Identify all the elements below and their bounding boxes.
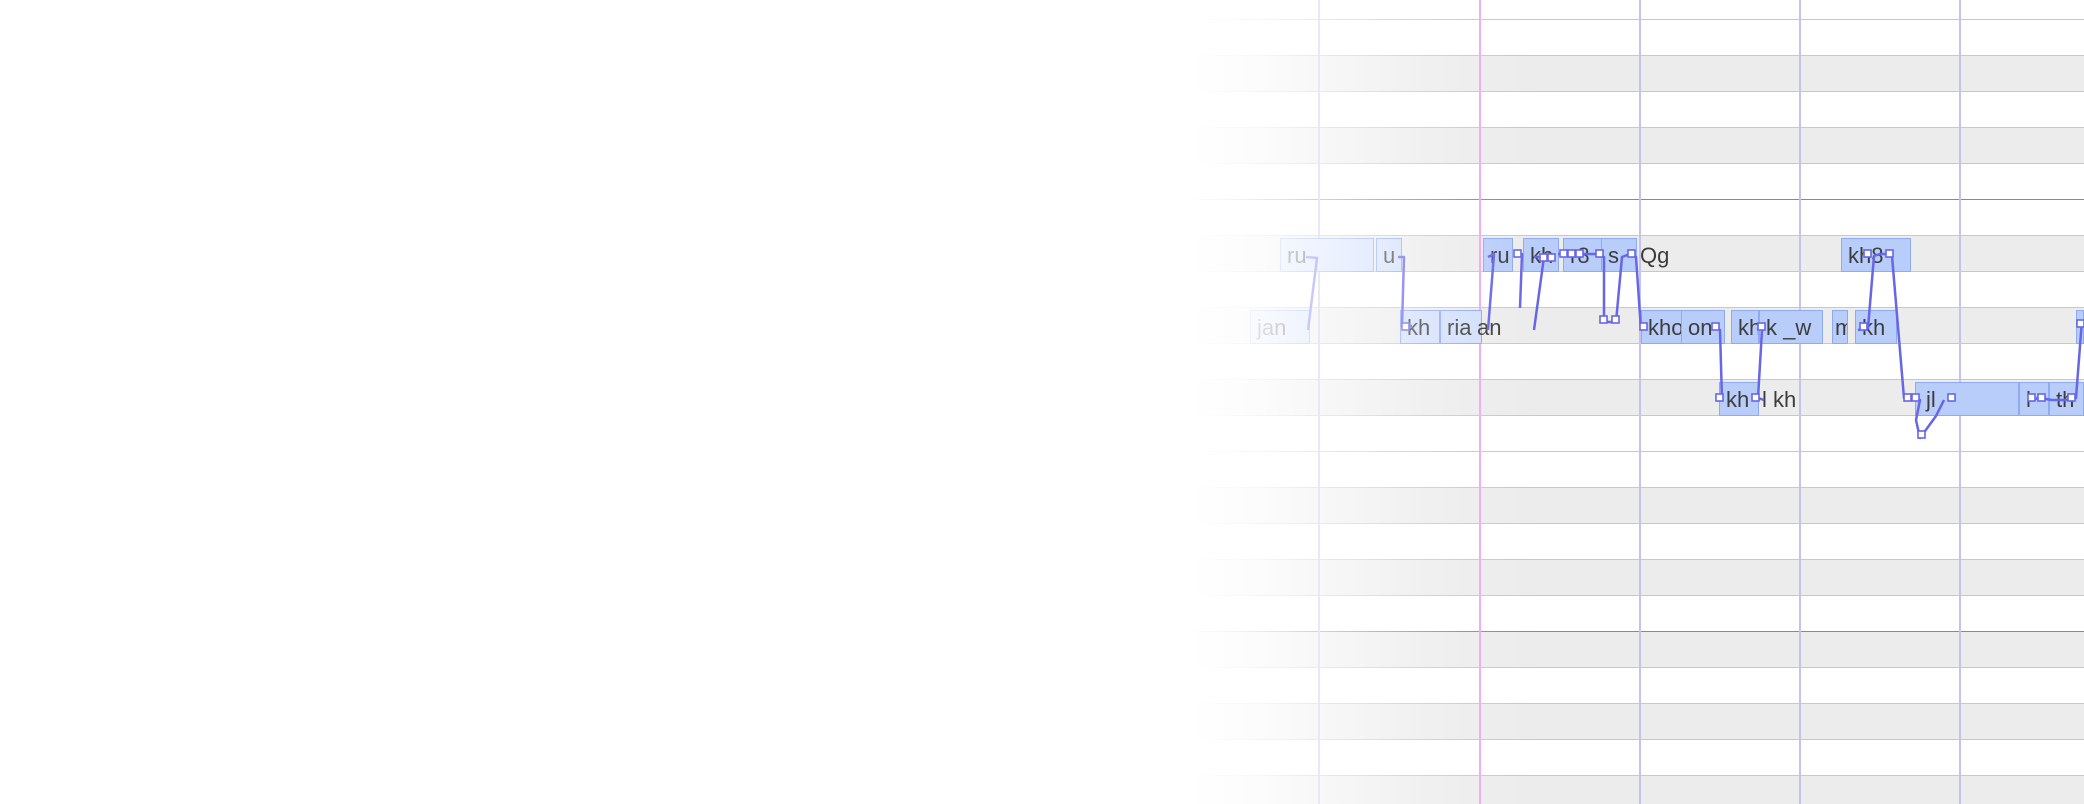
pitch-row (0, 416, 2084, 452)
pitch-row (0, 704, 2084, 740)
beat-line (1318, 0, 1320, 804)
note[interactable]: m (1832, 310, 1848, 344)
note-lyric: ru (1287, 243, 1307, 268)
playhead-line[interactable] (1479, 0, 1481, 804)
pitch-row (0, 596, 2084, 632)
pitch-row (0, 632, 2084, 668)
note[interactable]: an (1470, 310, 1510, 344)
pitch-row (0, 164, 2084, 200)
note[interactable]: th (2049, 382, 2084, 416)
note-lyric: th (2056, 387, 2075, 412)
note[interactable]: kh (1731, 310, 1759, 344)
note[interactable] (2076, 310, 2084, 344)
note[interactable]: kh (1719, 382, 1759, 416)
note-lyric: an (1477, 315, 1502, 340)
note[interactable]: s (1601, 238, 1637, 272)
note[interactable]: k _w (1759, 310, 1823, 344)
note[interactable]: on (1681, 310, 1725, 344)
note-lyric: r8 (1570, 243, 1590, 268)
note[interactable]: kho (1641, 310, 1685, 344)
note-lyric: m (1835, 315, 1847, 340)
beat-line (1639, 0, 1641, 804)
note-lyric: Qg (1640, 243, 1670, 268)
pitch-row (0, 488, 2084, 524)
pitch-row (0, 236, 2084, 272)
note[interactable]: kh8 (1841, 238, 1911, 272)
note[interactable]: jan (1250, 310, 1310, 344)
note-lyric: kho (1648, 315, 1684, 340)
note[interactable]: r8 (1563, 238, 1605, 272)
note-lyric: ru (1490, 243, 1510, 268)
note-lyric: ria (1447, 315, 1472, 340)
note-lyric: l (2026, 387, 2031, 412)
pitch-row (0, 92, 2084, 128)
pitch-row (0, 776, 2084, 804)
note[interactable]: kh (1855, 310, 1897, 344)
note-lyric: l kh (1762, 387, 1797, 412)
note[interactable]: kh (1523, 238, 1559, 272)
note-lyric: u (1383, 243, 1396, 268)
pitch-row (0, 344, 2084, 380)
pitch-row (0, 128, 2084, 164)
pitch-row (0, 668, 2084, 704)
pitch-row (0, 524, 2084, 560)
pitch-row (0, 200, 2084, 236)
note-lyric: kh (1738, 315, 1759, 340)
note[interactable]: u (1376, 238, 1402, 272)
pitch-row (0, 452, 2084, 488)
note-lyric: kh (1726, 387, 1750, 412)
note[interactable]: ru (1280, 238, 1374, 272)
note[interactable]: jl (1915, 382, 2019, 416)
note-lyric: jl (1926, 387, 1936, 412)
note-lyric: jan (1257, 315, 1287, 340)
pitch-row (0, 56, 2084, 92)
note-lyric: k _w (1766, 315, 1812, 340)
note[interactable]: kh (1400, 310, 1440, 344)
note-lyric: kh8 (1848, 243, 1884, 268)
note[interactable]: l kh (1755, 382, 1803, 416)
pitch-row (0, 20, 2084, 56)
note[interactable]: l (2019, 382, 2049, 416)
note[interactable]: Qg (1633, 238, 1675, 272)
note-lyric: kh (1862, 315, 1886, 340)
note-lyric: on (1688, 315, 1713, 340)
note[interactable]: ru (1483, 238, 1513, 272)
pitch-row (0, 740, 2084, 776)
pitch-row (0, 272, 2084, 308)
note-lyric: kh (1530, 243, 1554, 268)
pitch-row (0, 0, 2084, 20)
note-lyric: kh (1407, 315, 1431, 340)
pitch-row (0, 560, 2084, 596)
note-lyric: s (1608, 243, 1619, 268)
